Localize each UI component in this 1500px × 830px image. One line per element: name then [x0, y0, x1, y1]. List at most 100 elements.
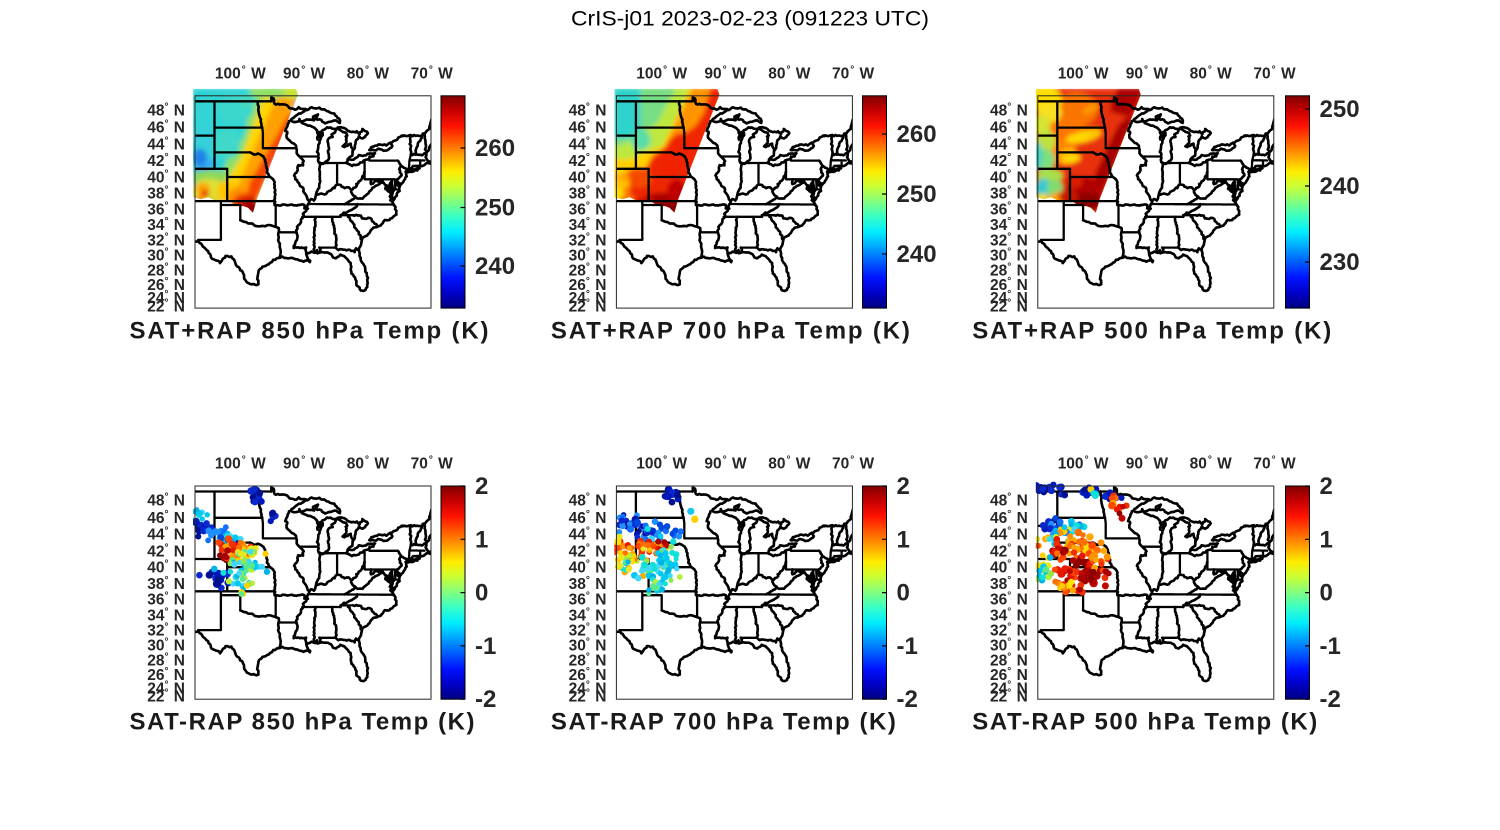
svg-text:250: 250 — [897, 181, 937, 208]
svg-text:38° N: 38° N — [569, 185, 607, 203]
svg-text:70° W: 70° W — [1253, 455, 1296, 473]
svg-text:24° N: 24° N — [147, 679, 185, 697]
svg-text:80° W: 80° W — [1190, 64, 1233, 82]
svg-text:250: 250 — [1320, 96, 1360, 123]
svg-text:40° N: 40° N — [147, 559, 185, 577]
svg-text:36° N: 36° N — [990, 591, 1028, 609]
svg-text:46° N: 46° N — [569, 509, 607, 527]
svg-text:38° N: 38° N — [990, 575, 1028, 593]
svg-text:28° N: 28° N — [147, 261, 185, 279]
svg-text:28° N: 28° N — [147, 652, 185, 670]
svg-text:22° N: 22° N — [569, 298, 607, 316]
svg-text:24° N: 24° N — [569, 679, 607, 697]
svg-text:70° W: 70° W — [832, 455, 875, 473]
svg-text:26° N: 26° N — [147, 666, 185, 684]
svg-text:1: 1 — [1320, 526, 1333, 553]
svg-text:0: 0 — [897, 580, 910, 607]
svg-text:-2: -2 — [897, 686, 918, 713]
svg-text:30° N: 30° N — [990, 247, 1028, 265]
svg-text:40° N: 40° N — [990, 559, 1028, 577]
svg-text:70° W: 70° W — [832, 64, 875, 82]
svg-text:100° W: 100° W — [636, 455, 687, 473]
svg-text:44° N: 44° N — [147, 136, 185, 154]
svg-text:40° N: 40° N — [147, 169, 185, 187]
svg-text:34° N: 34° N — [990, 606, 1028, 624]
svg-text:90° W: 90° W — [283, 455, 326, 473]
svg-text:30° N: 30° N — [569, 247, 607, 265]
svg-text:32° N: 32° N — [569, 231, 607, 249]
svg-text:-2: -2 — [475, 686, 496, 713]
svg-text:48° N: 48° N — [569, 102, 607, 120]
svg-text:CrIS-j01 2023-02-23 (091223 UT: CrIS-j01 2023-02-23 (091223 UTC) — [571, 8, 929, 31]
svg-text:44° N: 44° N — [569, 136, 607, 154]
svg-text:260: 260 — [475, 135, 515, 162]
svg-text:80° W: 80° W — [1190, 455, 1233, 473]
svg-text:0: 0 — [1320, 580, 1333, 607]
svg-text:2: 2 — [897, 473, 910, 500]
svg-text:40° N: 40° N — [990, 169, 1028, 187]
svg-text:240: 240 — [1320, 173, 1360, 200]
svg-text:90° W: 90° W — [1126, 64, 1169, 82]
svg-text:100° W: 100° W — [1058, 455, 1109, 473]
svg-text:42° N: 42° N — [569, 542, 607, 560]
svg-text:38° N: 38° N — [990, 185, 1028, 203]
svg-text:2: 2 — [1320, 473, 1333, 500]
svg-text:26° N: 26° N — [990, 276, 1028, 294]
svg-text:22° N: 22° N — [147, 688, 185, 706]
svg-text:80° W: 80° W — [347, 455, 390, 473]
svg-text:40° N: 40° N — [569, 559, 607, 577]
svg-text:90° W: 90° W — [283, 64, 326, 82]
svg-text:2: 2 — [475, 473, 488, 500]
svg-text:70° W: 70° W — [411, 64, 454, 82]
svg-text:44° N: 44° N — [990, 136, 1028, 154]
svg-text:70° W: 70° W — [1253, 64, 1296, 82]
svg-text:SAT-RAP 850 hPa Temp (K): SAT-RAP 850 hPa Temp (K) — [130, 709, 475, 736]
svg-text:34° N: 34° N — [147, 216, 185, 234]
svg-text:44° N: 44° N — [569, 526, 607, 544]
svg-text:42° N: 42° N — [990, 542, 1028, 560]
svg-text:22° N: 22° N — [147, 298, 185, 316]
svg-text:30° N: 30° N — [147, 637, 185, 655]
svg-text:26° N: 26° N — [990, 666, 1028, 684]
svg-text:48° N: 48° N — [147, 492, 185, 510]
svg-text:26° N: 26° N — [569, 666, 607, 684]
svg-text:28° N: 28° N — [569, 652, 607, 670]
svg-text:42° N: 42° N — [147, 542, 185, 560]
svg-text:100° W: 100° W — [636, 64, 687, 82]
svg-text:22° N: 22° N — [990, 298, 1028, 316]
svg-text:-1: -1 — [1320, 633, 1341, 660]
svg-text:24° N: 24° N — [990, 289, 1028, 307]
svg-text:36° N: 36° N — [569, 201, 607, 219]
svg-text:80° W: 80° W — [768, 64, 811, 82]
svg-text:28° N: 28° N — [990, 652, 1028, 670]
svg-text:SAT+RAP 500 hPa Temp (K): SAT+RAP 500 hPa Temp (K) — [972, 318, 1331, 345]
svg-text:SAT+RAP 700 hPa Temp (K): SAT+RAP 700 hPa Temp (K) — [551, 318, 910, 345]
svg-text:SAT-RAP 500 hPa Temp (K): SAT-RAP 500 hPa Temp (K) — [972, 709, 1317, 736]
svg-text:32° N: 32° N — [569, 622, 607, 640]
svg-text:46° N: 46° N — [990, 509, 1028, 527]
svg-text:30° N: 30° N — [147, 247, 185, 265]
svg-text:38° N: 38° N — [569, 575, 607, 593]
svg-text:42° N: 42° N — [569, 152, 607, 170]
svg-text:SAT+RAP 850 hPa Temp (K): SAT+RAP 850 hPa Temp (K) — [130, 318, 489, 345]
svg-text:32° N: 32° N — [990, 231, 1028, 249]
svg-text:100° W: 100° W — [215, 64, 266, 82]
svg-text:90° W: 90° W — [704, 64, 747, 82]
svg-text:28° N: 28° N — [569, 261, 607, 279]
svg-text:24° N: 24° N — [990, 679, 1028, 697]
svg-text:40° N: 40° N — [569, 169, 607, 187]
svg-text:24° N: 24° N — [147, 289, 185, 307]
svg-text:-1: -1 — [897, 633, 918, 660]
svg-text:46° N: 46° N — [147, 119, 185, 137]
svg-text:36° N: 36° N — [147, 201, 185, 219]
svg-text:34° N: 34° N — [569, 216, 607, 234]
svg-text:44° N: 44° N — [990, 526, 1028, 544]
svg-text:22° N: 22° N — [569, 688, 607, 706]
svg-text:48° N: 48° N — [990, 102, 1028, 120]
svg-text:260: 260 — [897, 121, 937, 148]
svg-text:70° W: 70° W — [411, 455, 454, 473]
svg-text:36° N: 36° N — [147, 591, 185, 609]
svg-text:38° N: 38° N — [147, 185, 185, 203]
svg-text:0: 0 — [475, 580, 488, 607]
svg-text:22° N: 22° N — [990, 688, 1028, 706]
